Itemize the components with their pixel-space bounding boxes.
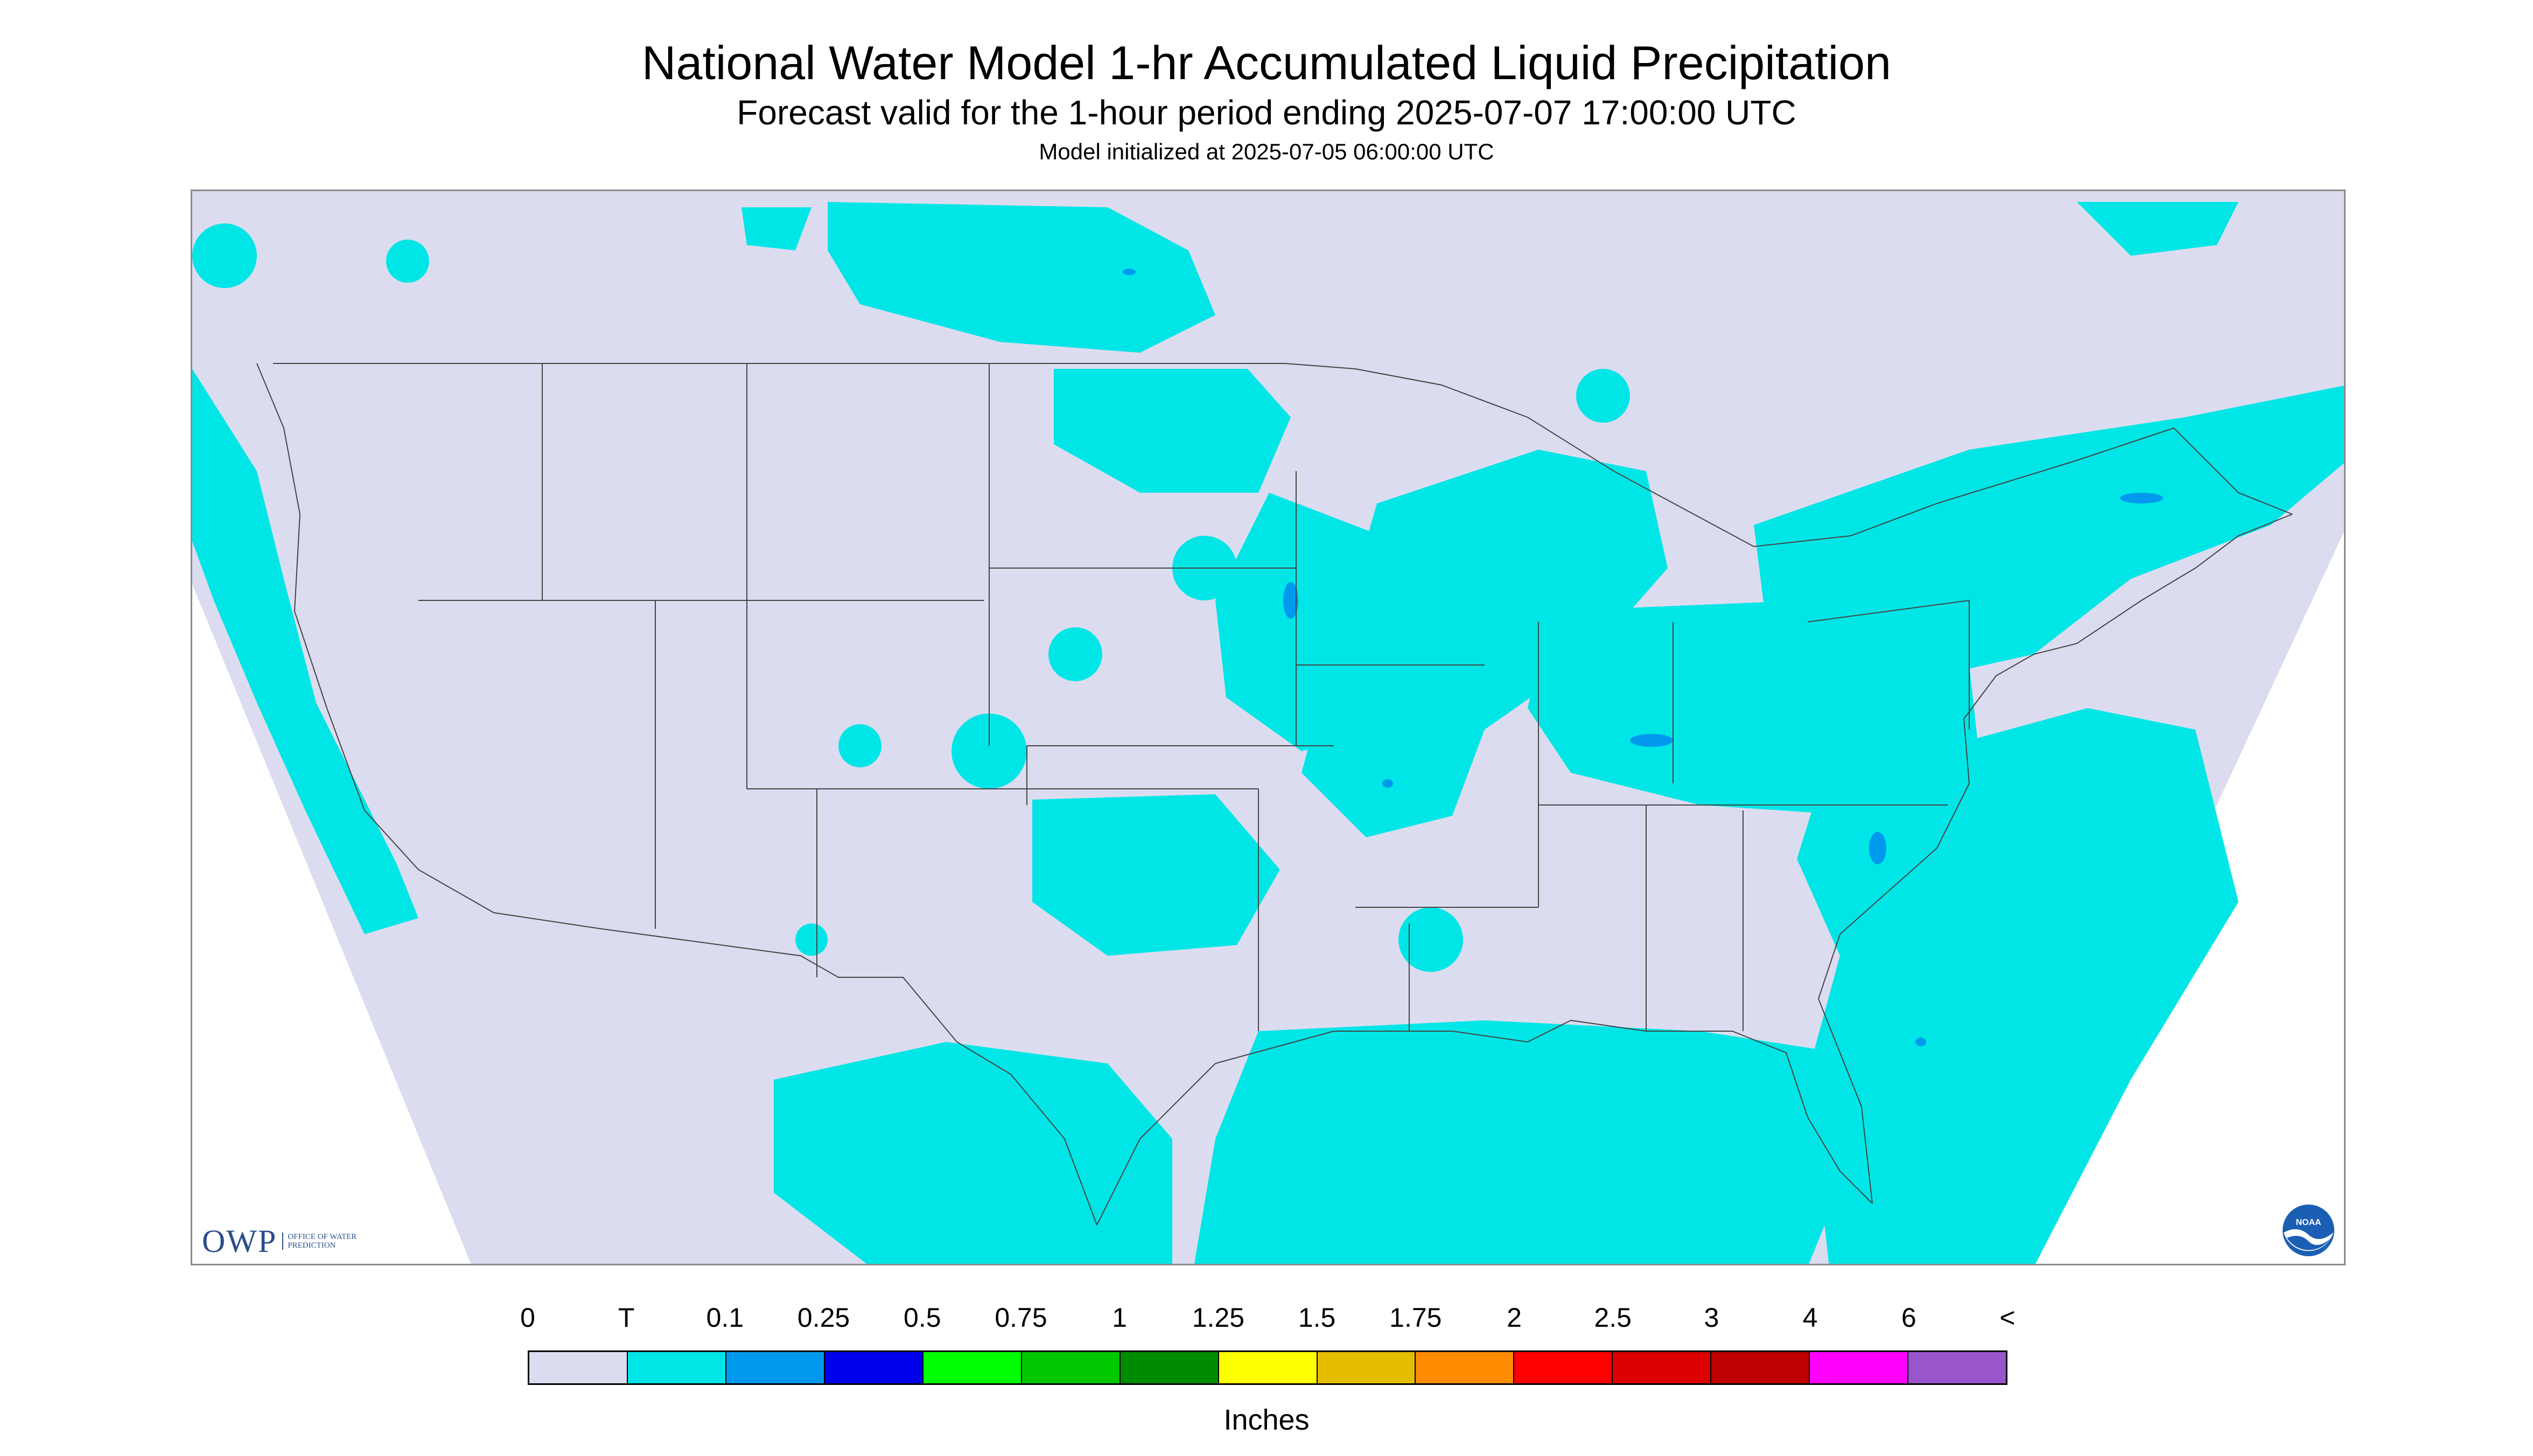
noaa-logo: NOAA [2283, 1205, 2334, 1256]
owp-logo-text: OFFICE OF WATER PREDICTION [282, 1233, 368, 1250]
legend-swatch [824, 1352, 923, 1383]
legend-label: 0.25 [797, 1303, 850, 1333]
legend-swatch [1908, 1352, 2006, 1383]
legend-label: 3 [1704, 1303, 1719, 1333]
legend-label: 1 [1112, 1303, 1128, 1333]
svg-text:NOAA: NOAA [2296, 1218, 2321, 1227]
map-canvas [192, 191, 2344, 1264]
legend-swatch [1810, 1352, 1909, 1383]
legend-swatch [1219, 1352, 1318, 1383]
legend-swatch [1613, 1352, 1712, 1383]
us-mexico-border [601, 928, 1097, 1226]
precip-canada-plains [741, 207, 811, 250]
precip-northern-plains [1054, 369, 1291, 493]
legend-label: 1.75 [1389, 1303, 1442, 1333]
legend-labels: 0 T 0.1 0.25 0.5 0.75 1 1.25 1.5 1.75 2 2.5 3 4 6 < [0, 1302, 2533, 1340]
model-domain [192, 191, 2344, 1264]
legend-units: Inches [1223, 1404, 1310, 1436]
precip-light-spot [1630, 734, 1673, 747]
precip-mexico [774, 1042, 1172, 1264]
precip-light-spot [2120, 493, 2163, 503]
precip-southern-plains [1032, 794, 1280, 956]
precip-cell [192, 223, 257, 288]
legend-swatch [1514, 1352, 1613, 1383]
atlantic-coastline [1817, 514, 2293, 1204]
precip-cell [1048, 627, 1102, 681]
legend-swatch [1120, 1352, 1219, 1383]
legend-swatch [1317, 1352, 1416, 1383]
legend-label: 6 [1901, 1303, 1916, 1333]
boundaries [256, 363, 2293, 1226]
legend-swatch [529, 1352, 628, 1383]
legend-label: 2 [1507, 1303, 1522, 1333]
canada-us-border [273, 363, 2293, 548]
legend-swatch [923, 1352, 1022, 1383]
precip-light-spot [1382, 779, 1393, 788]
precip-cell [386, 240, 429, 283]
precip-cell [1576, 369, 1630, 423]
legend-label: T [618, 1303, 635, 1333]
legend-label: 1.5 [1298, 1303, 1336, 1333]
precipitation-map: OWP OFFICE OF WATER PREDICTION NOAA [191, 190, 2346, 1265]
precip-great-lakes [1302, 450, 1668, 837]
legend-label: 0.75 [995, 1303, 1047, 1333]
trace-precip-areas [192, 202, 2344, 1264]
precip-cell [1398, 907, 1463, 972]
legend-label: 1.25 [1192, 1303, 1245, 1333]
legend-label: 0 [520, 1303, 535, 1333]
legend-label: 4 [1802, 1303, 1818, 1333]
map-title: National Water Model 1-hr Accumulated Li… [641, 36, 1892, 89]
model-init-text: Model initialized at 2025-07-05 06:00:00… [1039, 139, 1494, 164]
legend-swatch [726, 1352, 825, 1383]
precip-light-spot [1915, 1038, 1926, 1046]
precip-quebec [2077, 202, 2238, 256]
precip-cell [838, 724, 881, 767]
legend-swatch [1021, 1352, 1121, 1383]
precip-light-spot [1123, 269, 1136, 275]
precip-pacific-nw [192, 369, 418, 934]
legend-label: 0.5 [904, 1303, 941, 1333]
precip-cell [951, 713, 1027, 789]
map-subtitle: Forecast valid for the 1-hour period end… [737, 93, 1796, 132]
precip-southeast-atlantic [1797, 708, 2238, 1264]
legend-swatch [1711, 1352, 1810, 1383]
state-line [418, 363, 1970, 1031]
precip-light-spot [1283, 582, 1298, 619]
precip-light-spot [1869, 832, 1886, 864]
color-legend [528, 1350, 2007, 1385]
pacific-coastline [256, 363, 602, 929]
gulf-coastline [1096, 1019, 1873, 1226]
legend-swatch [627, 1352, 726, 1383]
precip-canada-north [828, 202, 1215, 353]
precip-northeast [1754, 386, 2344, 676]
legend-label: < [1999, 1303, 2016, 1333]
legend-label: 2.5 [1594, 1303, 1632, 1333]
owp-logo-word: OWP [202, 1223, 277, 1259]
legend-swatch [1416, 1352, 1515, 1383]
precip-cell [795, 923, 828, 956]
precip-gulf-coast [1194, 1020, 1851, 1264]
light-precip-areas [1123, 269, 2163, 1046]
legend-label: 0.1 [706, 1303, 744, 1333]
owp-logo: OWP OFFICE OF WATER PREDICTION [202, 1220, 368, 1263]
